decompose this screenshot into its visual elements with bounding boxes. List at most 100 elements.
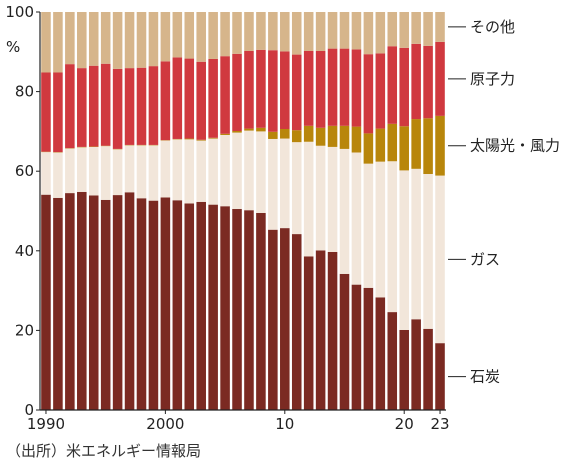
bar-segment bbox=[303, 141, 314, 257]
bar-segment bbox=[339, 48, 350, 126]
bar-segment bbox=[124, 68, 135, 145]
bar-segment bbox=[244, 128, 254, 131]
bar-segment bbox=[148, 66, 159, 145]
bar-segment bbox=[363, 54, 374, 134]
bar-segment bbox=[100, 199, 111, 410]
bar-segment bbox=[399, 12, 409, 48]
bar-segment bbox=[112, 149, 123, 196]
bar-segment bbox=[160, 197, 171, 410]
bar-segment bbox=[88, 195, 99, 410]
bar-segment bbox=[124, 145, 135, 193]
bar-segment bbox=[196, 12, 206, 62]
bar-segment bbox=[280, 12, 290, 52]
bar-segment bbox=[65, 193, 75, 410]
bar-segment bbox=[423, 118, 433, 174]
bar-segment bbox=[291, 54, 302, 131]
bar-segment bbox=[315, 12, 326, 51]
bar-segment bbox=[41, 194, 51, 410]
y-tick-label: 60 bbox=[15, 162, 34, 180]
bar-segment bbox=[256, 49, 266, 128]
bar-segment bbox=[184, 12, 195, 59]
bar-segment bbox=[100, 146, 111, 200]
bar-segment bbox=[112, 12, 123, 69]
bar-segment bbox=[172, 12, 183, 58]
bar-segment bbox=[256, 12, 266, 50]
bar-segment bbox=[100, 63, 111, 146]
bar-segment bbox=[256, 131, 266, 213]
bar-segment bbox=[53, 152, 63, 198]
bar-segment bbox=[256, 212, 266, 410]
bar-segment bbox=[351, 284, 362, 410]
bar-segment bbox=[208, 12, 218, 59]
bar-segment bbox=[88, 12, 99, 66]
bar-segment bbox=[65, 64, 75, 149]
bar-segment bbox=[172, 57, 183, 139]
bar-segment bbox=[77, 68, 87, 147]
bar-segment bbox=[423, 45, 433, 119]
bar-segment bbox=[375, 161, 386, 298]
bar-segment bbox=[423, 328, 433, 410]
bar-segment bbox=[196, 61, 206, 140]
bar-segment bbox=[41, 12, 51, 73]
bar-segment bbox=[315, 145, 326, 251]
bar-segment bbox=[423, 12, 433, 46]
bar-segment bbox=[136, 67, 147, 145]
bar-segment bbox=[315, 250, 326, 410]
x-tick-label: 2000 bbox=[146, 415, 184, 433]
bar-segment bbox=[327, 48, 338, 126]
bar-segment bbox=[363, 163, 374, 288]
bar-segment bbox=[327, 146, 338, 252]
bar-segment bbox=[184, 58, 195, 139]
bar-segment bbox=[208, 137, 218, 139]
bar-segment bbox=[220, 134, 230, 207]
bar-segment bbox=[41, 72, 51, 152]
bar-segment bbox=[435, 41, 445, 116]
bar-segment bbox=[315, 51, 326, 128]
y-unit-label: % bbox=[6, 38, 20, 56]
bar-segment bbox=[196, 201, 206, 410]
bar-segment bbox=[112, 68, 123, 149]
bar-segment bbox=[65, 12, 75, 65]
y-tick-label: 40 bbox=[15, 242, 34, 260]
bar-segment bbox=[351, 152, 362, 285]
bar-segment bbox=[387, 46, 398, 124]
bar-segment bbox=[435, 343, 445, 410]
bar-segment bbox=[160, 140, 171, 198]
bar-segment bbox=[351, 126, 362, 153]
legend-label: 原子力 bbox=[470, 70, 515, 88]
bar-segment bbox=[160, 12, 171, 62]
bar-segment bbox=[387, 312, 398, 410]
bar-segment bbox=[184, 139, 195, 204]
bar-segment bbox=[148, 145, 159, 201]
bar-segment bbox=[77, 147, 87, 192]
bar-segment bbox=[291, 142, 302, 235]
bar-segment bbox=[387, 12, 398, 47]
bar-segment bbox=[363, 287, 374, 410]
bar-segment bbox=[77, 191, 87, 410]
bar-segment bbox=[303, 12, 314, 51]
bar-segment bbox=[291, 12, 302, 55]
bar-segment bbox=[411, 12, 421, 44]
bar-segment bbox=[244, 210, 254, 410]
bar-segment bbox=[268, 229, 278, 410]
bar-segment bbox=[196, 139, 206, 141]
x-tick-label: 1990 bbox=[27, 415, 65, 433]
bar-segment bbox=[399, 47, 409, 127]
bar-segment bbox=[303, 125, 314, 142]
bar-segment bbox=[339, 148, 350, 274]
bar-segment bbox=[399, 170, 409, 330]
bar-segment bbox=[160, 61, 171, 141]
bar-segment bbox=[232, 53, 242, 131]
bar-segment bbox=[53, 197, 63, 410]
bar-segment bbox=[280, 51, 290, 130]
bar-segment bbox=[232, 12, 242, 54]
bar-segment bbox=[220, 12, 230, 57]
bar-segment bbox=[268, 138, 278, 230]
bar-segment bbox=[375, 12, 386, 54]
bar-segment bbox=[435, 115, 445, 176]
bar-segment bbox=[100, 12, 111, 64]
bar-segment bbox=[411, 43, 421, 120]
bar-segment bbox=[136, 145, 147, 199]
